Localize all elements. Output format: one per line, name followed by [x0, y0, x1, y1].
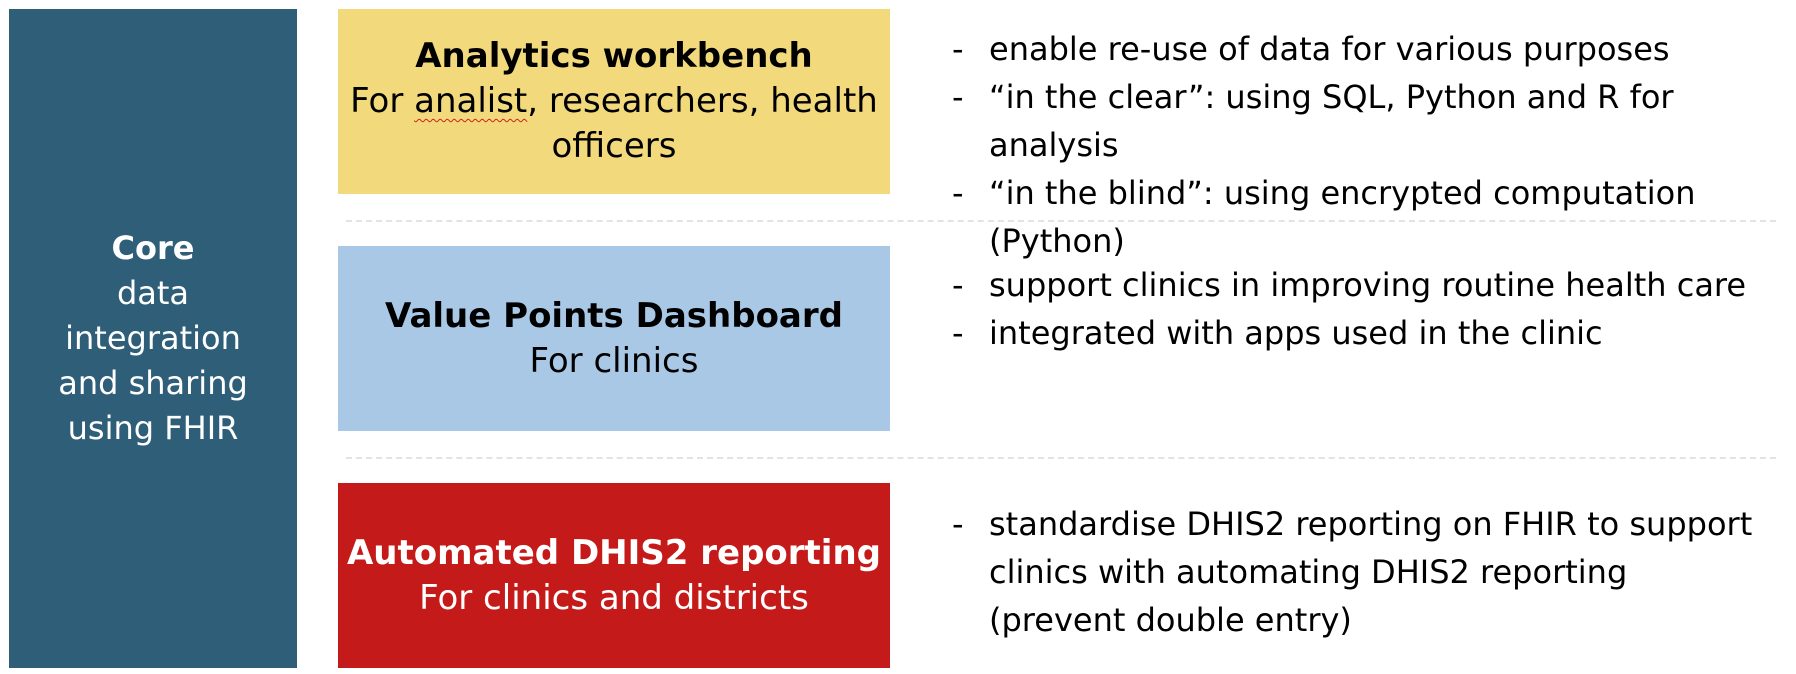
bullet-item: - enable re-use of data for various purpo… [944, 25, 1794, 73]
box-title: Automated DHIS2 reporting [346, 532, 882, 573]
bullet-item: - standardise DHIS2 reporting on FHIR to … [944, 500, 1764, 644]
bullet-marker: - [952, 505, 964, 543]
bullet-text: integrated with apps used in the clinic [989, 314, 1603, 352]
bullet-marker: - [952, 266, 964, 304]
bullet-marker: - [952, 30, 964, 68]
value-points-dashboard-box: Value Points Dashboard For clinics [338, 246, 890, 431]
core-line: and sharing [58, 364, 248, 402]
bullet-marker: - [952, 314, 964, 352]
bullet-text: enable re-use of data for various purpos… [989, 30, 1670, 68]
analytics-bullet-list: - enable re-use of data for various purpo… [944, 25, 1794, 265]
box-title: Analytics workbench [415, 36, 813, 76]
bullet-item: - support clinics in improving routine he… [944, 261, 1794, 309]
box-subtitle: For clinics and districts [419, 577, 809, 618]
dhis2-bullet-list: - standardise DHIS2 reporting on FHIR to … [944, 500, 1764, 644]
automated-dhis2-reporting-box: Automated DHIS2 reporting For clinics an… [338, 483, 890, 668]
core-title: Core [111, 229, 195, 267]
core-line: using FHIR [67, 409, 239, 447]
core-line: data [116, 274, 190, 312]
box-subtitle: For clinics [529, 340, 699, 381]
box-title: Value Points Dashboard [385, 295, 843, 336]
bullet-text: support clinics in improving routine hea… [989, 266, 1747, 304]
dashboard-bullet-list: - support clinics in improving routine he… [944, 261, 1794, 357]
box-subtitle-pre: For [350, 81, 415, 121]
bullet-item: - “in the clear”: using SQL, Python and R… [944, 73, 1794, 169]
bullet-item: - integrated with apps used in the clinic [944, 309, 1794, 357]
box-subtitle-post: , researchers, health officers [527, 81, 878, 166]
bullet-text: “in the clear”: using SQL, Python and R … [989, 78, 1674, 164]
spellcheck-flagged-word: analist [414, 81, 528, 121]
section-divider [346, 220, 1776, 222]
section-divider [346, 457, 1776, 459]
box-subtitle: For analist, researchers, health officer… [338, 79, 890, 169]
analytics-workbench-box: Analytics workbench For analist, researc… [338, 9, 890, 194]
bullet-item: - “in the blind”: using encrypted computa… [944, 169, 1794, 265]
core-panel: Core data integration and sharing using … [9, 9, 297, 668]
bullet-marker: - [952, 78, 964, 116]
bullet-text: “in the blind”: using encrypted computat… [989, 174, 1696, 260]
bullet-marker: - [952, 174, 964, 212]
bullet-text: standardise DHIS2 reporting on FHIR to s… [989, 505, 1753, 639]
core-line: integration [65, 319, 241, 357]
